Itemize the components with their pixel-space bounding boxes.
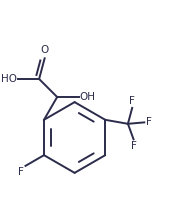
Text: F: F [18,167,24,177]
Text: HO: HO [1,74,17,84]
Text: O: O [41,45,49,55]
Text: F: F [129,96,135,106]
Text: OH: OH [79,92,95,102]
Text: F: F [146,117,152,127]
Text: F: F [131,141,136,151]
